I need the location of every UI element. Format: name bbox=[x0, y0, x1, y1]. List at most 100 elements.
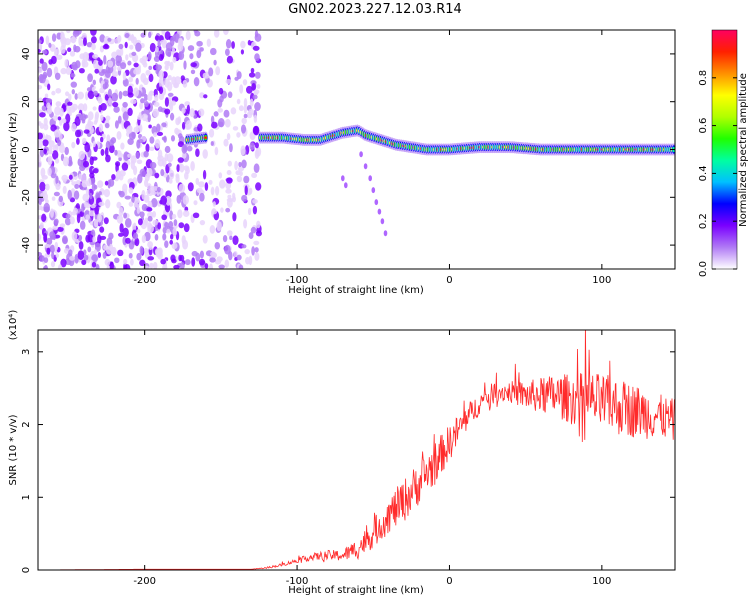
noise-point bbox=[125, 54, 129, 61]
noise-point bbox=[114, 120, 119, 129]
noise-point bbox=[83, 129, 90, 134]
noise-point bbox=[74, 93, 78, 100]
noise-point bbox=[167, 74, 172, 81]
noise-point bbox=[68, 174, 73, 180]
noise-point bbox=[212, 201, 216, 207]
noise-point bbox=[82, 160, 90, 168]
noise-point bbox=[243, 219, 248, 229]
noise-point bbox=[253, 89, 260, 95]
noise-point bbox=[225, 78, 232, 84]
noise-point bbox=[105, 199, 111, 209]
branch-point bbox=[380, 218, 385, 225]
noise-point bbox=[236, 71, 242, 80]
x-tick-label: 0 bbox=[446, 576, 452, 587]
noise-point bbox=[202, 72, 207, 79]
noise-point bbox=[178, 222, 185, 229]
noise-point bbox=[63, 121, 70, 132]
noise-point bbox=[67, 101, 73, 106]
noise-point bbox=[219, 179, 226, 189]
noise-point bbox=[170, 135, 176, 142]
noise-point bbox=[202, 235, 208, 244]
x-tick-label: -100 bbox=[286, 576, 309, 587]
noise-point bbox=[71, 35, 76, 44]
noise-point bbox=[148, 90, 154, 97]
noise-point bbox=[130, 160, 136, 170]
noise-point bbox=[103, 244, 108, 250]
noise-point bbox=[91, 156, 98, 161]
noise-point bbox=[122, 111, 129, 122]
noise-point bbox=[118, 90, 123, 100]
noise-point bbox=[55, 253, 59, 258]
noise-point bbox=[254, 149, 260, 159]
noise-point bbox=[177, 209, 183, 219]
noise-point bbox=[39, 147, 45, 158]
noise-point bbox=[51, 33, 57, 42]
noise-point bbox=[169, 61, 174, 71]
noise-point bbox=[247, 39, 252, 46]
noise-point bbox=[38, 97, 43, 103]
noise-point bbox=[73, 190, 80, 200]
noise-point bbox=[136, 252, 142, 261]
noise-point bbox=[43, 123, 49, 131]
noise-point bbox=[141, 55, 149, 62]
noise-point bbox=[236, 175, 243, 183]
noise-point bbox=[38, 43, 43, 49]
y-tick-label: 3 bbox=[21, 349, 32, 355]
noise-point bbox=[49, 231, 56, 239]
noise-point bbox=[100, 136, 104, 143]
branch-point bbox=[359, 151, 363, 158]
noise-point bbox=[190, 161, 195, 171]
noise-point bbox=[154, 248, 162, 255]
noise-point bbox=[90, 30, 97, 36]
noise-point bbox=[62, 185, 67, 194]
noise-point bbox=[57, 264, 63, 269]
noise-point bbox=[95, 264, 100, 269]
noise-point bbox=[140, 32, 146, 38]
noise-point bbox=[210, 115, 215, 124]
noise-point bbox=[78, 241, 84, 250]
noise-point bbox=[109, 261, 115, 269]
noise-point bbox=[152, 261, 158, 269]
noise-point bbox=[60, 44, 66, 54]
noise-point bbox=[147, 215, 153, 222]
y-tick-label: 20 bbox=[21, 95, 32, 108]
noise-point bbox=[247, 207, 252, 216]
noise-point bbox=[89, 172, 95, 179]
noise-point bbox=[122, 101, 128, 108]
noise-point bbox=[107, 88, 112, 98]
noise-point bbox=[51, 251, 55, 260]
noise-point bbox=[116, 130, 122, 140]
noise-point bbox=[210, 186, 215, 196]
noise-point bbox=[213, 111, 219, 117]
noise-point bbox=[166, 153, 174, 163]
colorbar-tick-label: 0.2 bbox=[698, 213, 709, 229]
noise-point bbox=[64, 217, 72, 226]
noise-point bbox=[127, 153, 132, 158]
noise-point bbox=[122, 236, 127, 246]
noise-point bbox=[70, 73, 76, 78]
noise-point bbox=[204, 263, 209, 269]
branch-point bbox=[374, 199, 379, 206]
noise-point bbox=[45, 98, 52, 104]
noise-point bbox=[241, 117, 247, 125]
noise-point bbox=[154, 94, 159, 102]
noise-point bbox=[123, 258, 128, 265]
snr-chart: -200 -100 0 100 0 1 2 3 Height of straight lin… bbox=[8, 310, 676, 596]
noise-point bbox=[159, 39, 167, 45]
noise-point bbox=[154, 35, 160, 41]
noise-point bbox=[139, 245, 144, 255]
noise-point bbox=[236, 254, 242, 261]
branch-point bbox=[363, 163, 368, 170]
noise-point bbox=[88, 125, 94, 135]
y-tick-label: 1 bbox=[21, 494, 32, 500]
noise-point bbox=[252, 94, 258, 100]
noise-point bbox=[47, 155, 53, 166]
noise-point bbox=[199, 250, 204, 259]
noise-point bbox=[217, 108, 224, 113]
noise-point bbox=[172, 34, 176, 42]
noise-point bbox=[87, 178, 92, 187]
noise-point bbox=[204, 182, 209, 191]
snr-y-label: SNR (10 * v/v) bbox=[8, 414, 19, 485]
noise-point bbox=[172, 56, 177, 63]
